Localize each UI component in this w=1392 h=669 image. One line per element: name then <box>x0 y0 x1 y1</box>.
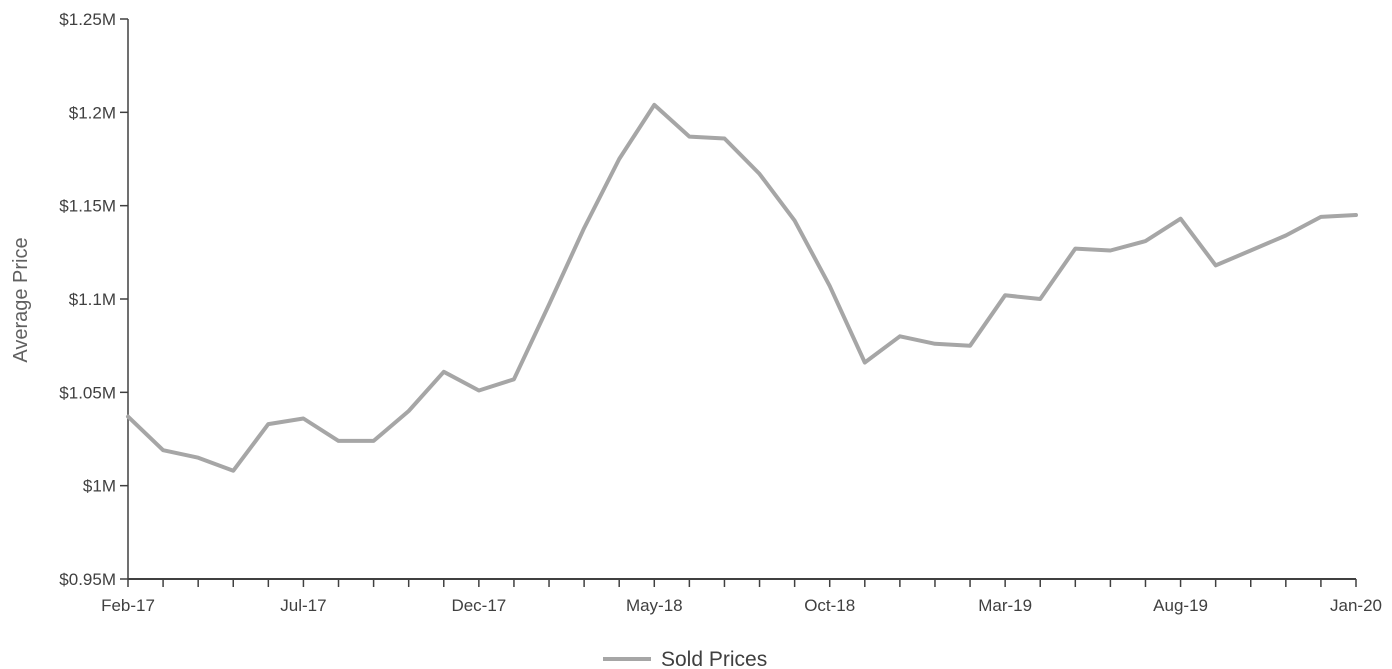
legend[interactable]: Sold Prices <box>603 648 767 669</box>
data-point[interactable] <box>578 222 590 234</box>
x-tick-label: Feb-17 <box>101 596 155 615</box>
data-point[interactable] <box>1175 213 1187 225</box>
y-tick-label: $1.05M <box>59 383 116 402</box>
y-tick-label: $1.2M <box>69 103 116 122</box>
data-point[interactable] <box>297 412 309 424</box>
data-point[interactable] <box>227 465 239 477</box>
data-point[interactable] <box>1139 235 1151 247</box>
data-point[interactable] <box>1315 211 1327 223</box>
series-layer <box>122 99 1362 477</box>
legend-label-sold-prices: Sold Prices <box>661 648 767 669</box>
data-point[interactable] <box>1280 230 1292 242</box>
data-point[interactable] <box>683 131 695 143</box>
data-point[interactable] <box>438 366 450 378</box>
y-tick-label: $1.1M <box>69 290 116 309</box>
data-point[interactable] <box>262 418 274 430</box>
data-point[interactable] <box>859 356 871 368</box>
x-tick-label: May-18 <box>626 596 683 615</box>
data-point[interactable] <box>613 153 625 165</box>
x-tick-label: Mar-19 <box>978 596 1032 615</box>
data-point[interactable] <box>508 373 520 385</box>
data-point[interactable] <box>718 132 730 144</box>
x-tick-label: Dec-17 <box>451 596 506 615</box>
data-point[interactable] <box>648 99 660 111</box>
data-point[interactable] <box>333 435 345 447</box>
data-point[interactable] <box>1069 243 1081 255</box>
y-tick-label: $0.95M <box>59 570 116 589</box>
y-axis-title: Average Price <box>10 237 32 362</box>
x-tick-label: Jul-17 <box>280 596 326 615</box>
data-point[interactable] <box>157 444 169 456</box>
data-point[interactable] <box>964 340 976 352</box>
data-point[interactable] <box>122 411 134 423</box>
data-point[interactable] <box>192 452 204 464</box>
data-point[interactable] <box>789 215 801 227</box>
data-point[interactable] <box>999 289 1011 301</box>
data-point[interactable] <box>1104 244 1116 256</box>
y-axis: $1.25M $1.2M $1.15M $1.1M $1.05M $1M $0.95M <box>59 10 129 589</box>
data-point[interactable] <box>368 435 380 447</box>
series-line-sold-prices[interactable] <box>126 102 1358 473</box>
x-tick-label: Aug-19 <box>1153 596 1208 615</box>
data-point[interactable] <box>929 338 941 350</box>
data-point[interactable] <box>894 330 906 342</box>
data-point[interactable] <box>1350 209 1362 221</box>
x-tick-label: Jan-20 <box>1330 596 1382 615</box>
data-point[interactable] <box>1245 244 1257 256</box>
data-point[interactable] <box>754 168 766 180</box>
y-tick-label: $1.25M <box>59 10 116 29</box>
data-point[interactable] <box>403 405 415 417</box>
x-axis: Feb-17 Jul-17 Dec-17 May-18 Oct-18 Mar-19 Aug-… <box>101 578 1382 615</box>
x-tick-label: Oct-18 <box>804 596 855 615</box>
y-tick-label: $1M <box>83 477 116 496</box>
y-tick-label: $1.15M <box>59 197 116 216</box>
data-point[interactable] <box>1210 259 1222 271</box>
data-point[interactable] <box>473 384 485 396</box>
data-point[interactable] <box>543 299 555 311</box>
data-point[interactable] <box>824 280 836 292</box>
data-point[interactable] <box>1034 293 1046 305</box>
